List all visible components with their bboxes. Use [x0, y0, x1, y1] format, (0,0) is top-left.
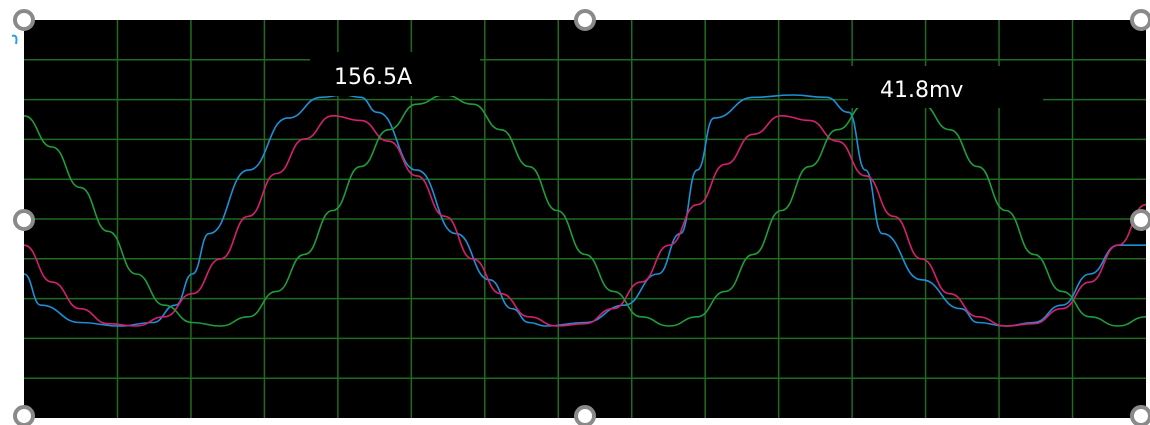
resize-handle-middle-left[interactable] — [13, 209, 35, 231]
waveform-series-2 — [23, 114, 1147, 327]
resize-handle-bottom-right[interactable] — [1130, 405, 1150, 425]
waveforms — [23, 94, 1147, 327]
annotation-voltage: 41.8mv — [880, 78, 963, 103]
waveform-series-1 — [23, 94, 1146, 327]
resize-handle-middle-right[interactable] — [1130, 209, 1150, 231]
annotation-box-current — [310, 52, 480, 96]
annotation-box-voltage — [848, 66, 1043, 108]
corner-marker-icon — [11, 34, 18, 45]
waveform-series-3 — [23, 94, 1147, 327]
resize-handle-bottom-center[interactable] — [574, 405, 596, 425]
resize-handle-top-right[interactable] — [1130, 9, 1150, 31]
annotation-current: 156.5A — [334, 65, 412, 90]
resize-handle-top-center[interactable] — [574, 9, 596, 31]
grid — [24, 20, 1146, 418]
resize-handle-bottom-left[interactable] — [13, 405, 35, 425]
resize-handle-top-left[interactable] — [13, 9, 35, 31]
